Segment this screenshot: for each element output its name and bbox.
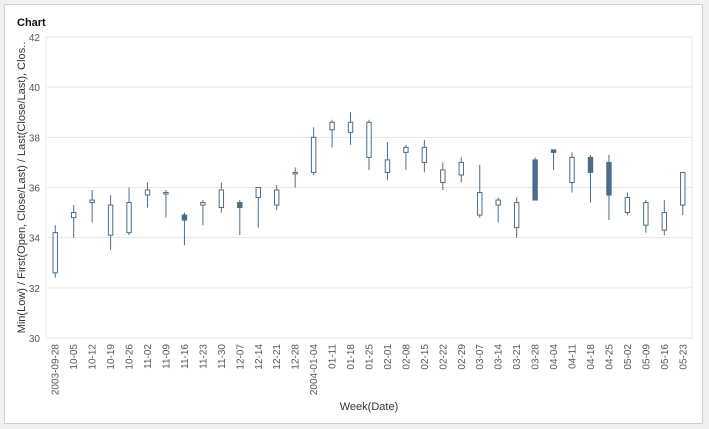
y-tick-label: 40 (29, 83, 41, 94)
x-tick-label: 03-07 (475, 344, 486, 370)
candle-body[interactable] (513, 202, 520, 229)
x-tick-label: 11-23 (198, 344, 209, 369)
x-tick-label: 05-16 (660, 344, 671, 370)
x-tick-label: 03-21 (512, 344, 523, 370)
chart-card: Chart (4, 4, 703, 424)
x-tick-label: 10-05 (69, 344, 80, 370)
candle-body[interactable] (440, 169, 446, 183)
x-tick-label: 02-22 (438, 344, 449, 370)
candle-body[interactable] (403, 146, 409, 153)
x-tick-label: 03-14 (494, 344, 505, 370)
candle-body[interactable] (163, 192, 169, 195)
x-tick-label: 10-19 (106, 344, 117, 370)
candle-body[interactable] (458, 161, 464, 176)
candle-body[interactable] (550, 149, 557, 153)
x-tick-label: 02-08 (401, 344, 412, 370)
x-tick-label: 11-30 (217, 344, 228, 369)
candle-body[interactable] (255, 187, 261, 199)
candle-body[interactable] (661, 212, 668, 231)
candle-body[interactable] (107, 204, 114, 236)
chart-title: Chart (17, 17, 46, 29)
x-tick-label: 02-01 (383, 344, 394, 370)
x-tick-label: 10-12 (88, 344, 99, 370)
candle-body[interactable] (384, 159, 391, 173)
candle-body[interactable] (126, 202, 132, 234)
candle-body[interactable] (52, 232, 58, 274)
candle-body[interactable] (292, 171, 298, 175)
candle-body[interactable] (274, 189, 280, 206)
candle-body[interactable] (144, 189, 151, 196)
x-tick-label: 01-25 (365, 344, 376, 370)
x-tick-label: 02-29 (457, 344, 468, 370)
candle-body[interactable] (310, 136, 317, 173)
x-tick-label: 10-26 (125, 344, 136, 370)
candle-body[interactable] (347, 121, 354, 133)
candle-body[interactable] (70, 212, 77, 219)
x-tick-label: 12-28 (291, 344, 302, 370)
candle-body[interactable] (569, 156, 575, 183)
x-tick-label: 2004-01-04 (309, 344, 320, 396)
candle-body[interactable] (606, 161, 612, 196)
y-tick-label: 32 (29, 284, 41, 295)
candle-body[interactable] (587, 156, 594, 173)
y-tick-label: 36 (29, 184, 41, 195)
y-tick-label: 30 (29, 334, 41, 345)
x-tick-label: 05-02 (623, 344, 634, 370)
y-tick-label: 34 (29, 234, 41, 245)
candle-body[interactable] (329, 121, 335, 131)
candle-body[interactable] (366, 121, 372, 158)
x-tick-label: 04-25 (604, 344, 615, 370)
candle-body[interactable] (624, 197, 631, 214)
x-tick-label: 03-28 (531, 344, 542, 370)
candle-body[interactable] (643, 202, 649, 226)
x-tick-label: 04-04 (549, 344, 560, 370)
x-tick-label: 04-11 (568, 344, 579, 369)
x-tick-label: 05-09 (641, 344, 652, 370)
candle-body[interactable] (89, 199, 95, 204)
candle-body[interactable] (218, 189, 225, 209)
candle-body[interactable] (237, 202, 243, 209)
x-tick-label: 01-18 (346, 344, 357, 370)
x-tick-label: 2003-09-28 (51, 344, 62, 396)
candle-body[interactable] (532, 159, 538, 201)
x-tick-label: 11-02 (143, 344, 154, 369)
x-tick-label: 05-23 (678, 344, 689, 370)
x-tick-label: 12-14 (254, 344, 265, 370)
candle-body[interactable] (680, 171, 686, 206)
candle-body[interactable] (200, 202, 206, 206)
x-tick-label: 01-11 (328, 344, 339, 369)
y-tick-label: 42 (29, 33, 41, 44)
x-tick-label: 12-21 (272, 344, 283, 370)
x-tick-label: 11-09 (161, 344, 172, 369)
candle-body[interactable] (477, 192, 483, 216)
x-tick-label: 11-16 (180, 344, 191, 369)
candle-body[interactable] (421, 146, 428, 163)
x-tick-label: 12-07 (235, 344, 246, 370)
candle-body[interactable] (181, 214, 188, 221)
x-tick-label: 02-15 (420, 344, 431, 370)
x-tick-label: 04-18 (586, 344, 597, 370)
y-axis-label: Min(Low) / First(Open, Close/Last) / Las… (16, 42, 28, 334)
candle-body[interactable] (495, 199, 501, 206)
x-axis-label: Week(Date) (340, 401, 398, 413)
y-tick-label: 38 (29, 133, 41, 144)
